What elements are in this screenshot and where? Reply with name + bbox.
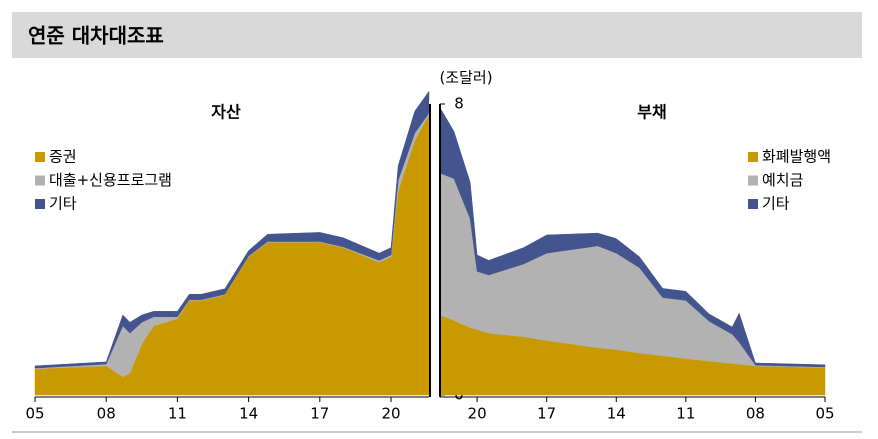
x-tick-label: 05 xyxy=(25,405,44,423)
legend-label: 대출+신용프로그램 xyxy=(49,171,172,189)
x-tick-label: 08 xyxy=(97,405,116,423)
x-tick-label: 08 xyxy=(746,405,765,423)
x-tick-label: 05 xyxy=(815,405,834,423)
y-axis-label: (조달러) xyxy=(439,69,492,87)
x-tick-label: 17 xyxy=(310,405,329,423)
legend-swatch xyxy=(748,199,758,209)
panel-title: 부채 xyxy=(637,103,666,122)
legend-label: 기타 xyxy=(49,195,77,213)
x-tick-label: 14 xyxy=(239,405,258,423)
x-tick-label: 20 xyxy=(468,405,487,423)
header-title: 연준 대차대조표 xyxy=(28,24,164,48)
x-tick-label: 20 xyxy=(381,405,400,423)
y-tick-label: 8 xyxy=(454,95,464,113)
legend-swatch xyxy=(748,152,758,162)
legend-swatch xyxy=(748,175,758,186)
legend-swatch xyxy=(35,175,45,186)
x-tick-label: 11 xyxy=(676,405,695,423)
legend-label: 증권 xyxy=(49,148,77,166)
legend-swatch xyxy=(35,199,45,209)
legend-swatch xyxy=(35,152,45,162)
center-gap xyxy=(429,100,440,397)
x-tick-label: 17 xyxy=(537,405,556,423)
x-tick-label: 11 xyxy=(168,405,187,423)
legend-label: 기타 xyxy=(762,195,790,213)
header-bar xyxy=(12,12,862,58)
x-tick-label: 14 xyxy=(607,405,626,423)
panel-title: 자산 xyxy=(211,103,241,122)
legend-label: 화폐발행액 xyxy=(762,148,831,166)
legend-label: 예치금 xyxy=(762,171,804,189)
